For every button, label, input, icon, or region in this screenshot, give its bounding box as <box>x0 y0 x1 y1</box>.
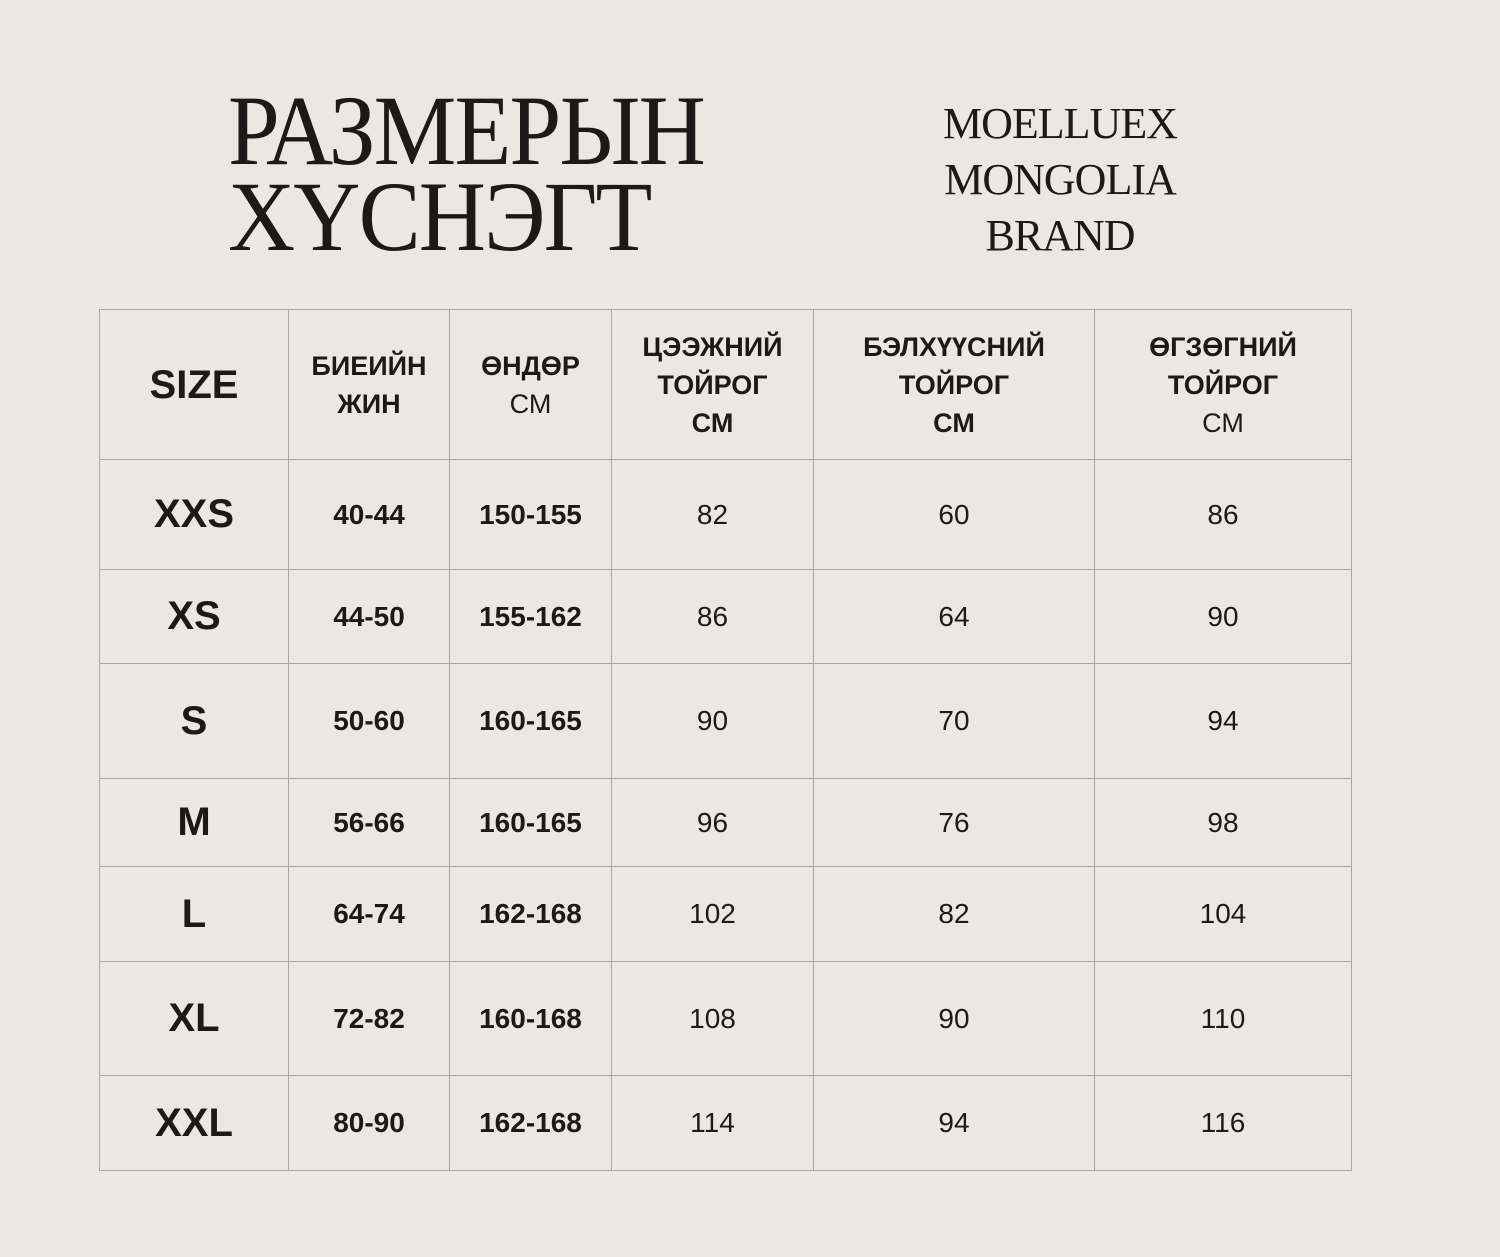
table-row: XS 44-50 155-162 86 64 90 <box>99 569 1352 664</box>
table-row: M 56-66 160-165 96 76 98 <box>99 778 1352 867</box>
cell-weight: 44-50 <box>288 569 450 664</box>
brand-line-1: MOELLUEX <box>943 99 1178 148</box>
cell-waist: 90 <box>813 961 1095 1076</box>
header-waist: БЭЛХҮҮСНИЙ ТОЙРОГ СМ <box>813 309 1095 460</box>
size-table: SIZE БИЕИЙН ЖИН ӨНДӨР СМ ЦЭЭЖНИЙ ТОЙРОГ СМ Б… <box>99 309 1352 1171</box>
page-title: РАЗМЕРЫН ХҮСНЭГТ <box>228 75 706 272</box>
table-row: XXL 80-90 162-168 114 94 116 <box>99 1075 1352 1171</box>
title-line-2: ХҮСНЭГТ <box>228 161 652 272</box>
cell-size: S <box>99 663 289 779</box>
cell-waist: 60 <box>813 459 1095 570</box>
cell-size: XXS <box>99 459 289 570</box>
cell-chest: 114 <box>611 1075 814 1171</box>
cell-hip: 86 <box>1094 459 1352 570</box>
cell-size: M <box>99 778 289 867</box>
brand-line-3: BRAND <box>985 211 1135 260</box>
cell-weight: 80-90 <box>288 1075 450 1171</box>
cell-height: 160-168 <box>449 961 612 1076</box>
cell-height: 150-155 <box>449 459 612 570</box>
cell-chest: 96 <box>611 778 814 867</box>
cell-size: XL <box>99 961 289 1076</box>
header-size: SIZE <box>99 309 289 460</box>
cell-waist: 82 <box>813 866 1095 962</box>
cell-waist: 76 <box>813 778 1095 867</box>
cell-waist: 70 <box>813 663 1095 779</box>
table-row: S 50-60 160-165 90 70 94 <box>99 663 1352 779</box>
cell-hip: 94 <box>1094 663 1352 779</box>
cell-weight: 64-74 <box>288 866 450 962</box>
table-row: XXS 40-44 150-155 82 60 86 <box>99 459 1352 570</box>
header-hip: ӨГЗӨГНИЙ ТОЙРОГ СМ <box>1094 309 1352 460</box>
cell-height: 162-168 <box>449 1075 612 1171</box>
cell-height: 155-162 <box>449 569 612 664</box>
cell-size: XS <box>99 569 289 664</box>
brand-line-2: MONGOLIA <box>944 155 1177 204</box>
cell-weight: 50-60 <box>288 663 450 779</box>
cell-waist: 64 <box>813 569 1095 664</box>
header-chest: ЦЭЭЖНИЙ ТОЙРОГ СМ <box>611 309 814 460</box>
table-row: L 64-74 162-168 102 82 104 <box>99 866 1352 962</box>
cell-chest: 82 <box>611 459 814 570</box>
cell-hip: 116 <box>1094 1075 1352 1171</box>
cell-chest: 86 <box>611 569 814 664</box>
cell-hip: 104 <box>1094 866 1352 962</box>
title-line-1: РАЗМЕРЫН <box>228 75 706 186</box>
cell-chest: 102 <box>611 866 814 962</box>
cell-height: 160-165 <box>449 663 612 779</box>
table-row: XL 72-82 160-168 108 90 110 <box>99 961 1352 1076</box>
header-row: SIZE БИЕИЙН ЖИН ӨНДӨР СМ ЦЭЭЖНИЙ ТОЙРОГ СМ Б… <box>99 309 1352 460</box>
cell-size: XXL <box>99 1075 289 1171</box>
brand-name: MOELLUEX MONGOLIA BRAND <box>930 96 1190 264</box>
cell-weight: 56-66 <box>288 778 450 867</box>
cell-hip: 98 <box>1094 778 1352 867</box>
cell-chest: 108 <box>611 961 814 1076</box>
header-weight: БИЕИЙН ЖИН <box>288 309 450 460</box>
cell-height: 160-165 <box>449 778 612 867</box>
cell-waist: 94 <box>813 1075 1095 1171</box>
header-height: ӨНДӨР СМ <box>449 309 612 460</box>
cell-size: L <box>99 866 289 962</box>
cell-height: 162-168 <box>449 866 612 962</box>
cell-weight: 40-44 <box>288 459 450 570</box>
cell-hip: 110 <box>1094 961 1352 1076</box>
cell-chest: 90 <box>611 663 814 779</box>
cell-weight: 72-82 <box>288 961 450 1076</box>
cell-hip: 90 <box>1094 569 1352 664</box>
